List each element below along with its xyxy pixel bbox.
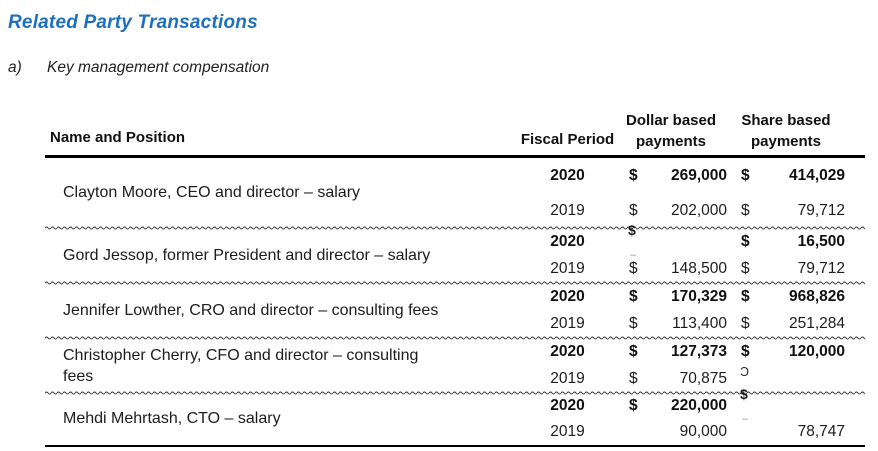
period-row-2019: 2019 $ 70,875 Ɔ xyxy=(520,365,865,394)
fiscal-year: 2020 xyxy=(550,287,585,305)
header-dollar-line2: payments xyxy=(635,133,707,150)
share-amount: 79,712 xyxy=(797,201,845,219)
dollar-sign: $ xyxy=(629,370,638,388)
header-name-and-position: Name and Position xyxy=(50,129,186,146)
name-cell: Clayton Moore, CEO and director – salary xyxy=(45,158,520,228)
dollar-sign: $ xyxy=(629,287,638,305)
table-header-row: Name and Position Fiscal Period Dollar b… xyxy=(45,103,865,158)
share-amount: 16,500 xyxy=(797,232,845,250)
dollar-amount: 127,373 xyxy=(670,342,727,360)
period-row-2019: 2019 $ 148,500 $ 79,712 xyxy=(520,256,865,284)
share-amount: 968,826 xyxy=(788,287,845,305)
name-cell: Gord Jessop, former President and direct… xyxy=(45,228,520,283)
stray-dash-glyph: – xyxy=(630,248,637,261)
header-share-based-payments: Share based payments xyxy=(727,110,845,155)
row-divider-wavy xyxy=(45,390,865,396)
fiscal-year: 2020 xyxy=(550,232,585,250)
period-row-2019: 2019 $ 113,400 $ 251,284 xyxy=(520,311,865,339)
dollar-amount: 113,400 xyxy=(672,315,727,333)
dollar-amount: 202,000 xyxy=(670,201,727,219)
period-row-2019: 2019 90,000 78,747 xyxy=(520,419,865,445)
table-row-group-mehdi-mehrtash: Mehdi Mehrtash, CTO – salary 2020 $ 220,… xyxy=(45,386,865,445)
fiscal-year: 2020 xyxy=(550,397,585,414)
fiscal-year: 2019 xyxy=(550,260,585,278)
share-dollar-sign: $ xyxy=(741,201,750,219)
share-amount: 414,029 xyxy=(788,166,845,184)
share-amount: 251,284 xyxy=(788,315,845,333)
share-dollar-sign: $ xyxy=(741,166,750,184)
table-row-group-jennifer-lowther: Jennifer Lowther, CRO and director – con… xyxy=(45,280,865,338)
fiscal-year: 2020 xyxy=(550,342,585,360)
compensation-table: Name and Position Fiscal Period Dollar b… xyxy=(45,103,865,447)
fiscal-year: 2019 xyxy=(550,370,585,388)
section-letter: a) xyxy=(8,59,22,76)
period-row-2020: 2020 $ 269,000 $ 414,029 xyxy=(520,158,865,193)
header-fiscal-period: Fiscal Period xyxy=(520,131,615,148)
share-amount: 120,000 xyxy=(788,342,845,360)
table-body: Clayton Moore, CEO and director – salary… xyxy=(45,158,865,447)
period-row-2020: 2020 $ – $ 16,500 xyxy=(520,222,865,261)
table-row-group-gord-jessop: Gord Jessop, former President and direct… xyxy=(45,222,865,284)
period-cells: 2020 $ 127,373 $ 120,000 2019 $ 70,875 Ɔ xyxy=(520,338,865,393)
dollar-sign: $ xyxy=(629,315,638,333)
share-amount: 79,712 xyxy=(797,260,845,278)
dollar-sign: $ xyxy=(629,342,638,360)
stray-dollar-glyph: $ xyxy=(740,386,748,402)
period-row-2020: 2020 $ 127,373 $ 120,000 xyxy=(520,338,865,366)
dollar-sign: $ xyxy=(629,201,638,219)
fiscal-year: 2019 xyxy=(550,423,585,440)
stray-dash-glyph: – xyxy=(742,413,749,425)
period-row-2019: 2019 $ 202,000 $ 79,712 xyxy=(520,193,865,228)
header-share-line1: Share based xyxy=(741,112,831,129)
period-cells: 2020 $ 220,000 $ – 2019 90,000 78,747 xyxy=(520,386,865,445)
name-text: Gord Jessop, former President and direct… xyxy=(63,246,431,264)
dollar-sign: $ xyxy=(629,260,638,278)
share-dollar-sign: $ xyxy=(741,342,750,360)
period-cells: 2020 $ 269,000 $ 414,029 2019 $ 202,000 … xyxy=(520,158,865,228)
dollar-amount: 220,000 xyxy=(670,397,727,414)
stray-dollar-glyph: $ xyxy=(628,221,636,238)
name-text: Christopher Cherry, CFO and director – c… xyxy=(63,346,419,385)
header-dollar-based-payments: Dollar based payments xyxy=(615,110,727,155)
row-divider-wavy xyxy=(45,225,865,231)
table-row-group-clayton-moore: Clayton Moore, CEO and director – salary… xyxy=(45,158,865,228)
name-text: Jennifer Lowther, CRO and director – con… xyxy=(63,301,439,319)
period-row-2020: 2020 $ 220,000 $ – xyxy=(520,386,865,425)
dollar-amount: 170,329 xyxy=(670,287,727,305)
dollar-sign: $ xyxy=(629,166,638,184)
fiscal-year: 2020 xyxy=(550,166,585,184)
row-divider-wavy xyxy=(45,335,865,341)
name-text: Mehdi Mehrtash, CTO – salary xyxy=(63,410,281,427)
dollar-amount: 70,875 xyxy=(679,370,727,388)
name-cell: Jennifer Lowther, CRO and director – con… xyxy=(45,283,520,338)
name-cell: Mehdi Mehrtash, CTO – salary xyxy=(45,393,520,445)
section-heading: a) Key management compensation xyxy=(8,59,878,77)
header-dollar-line1: Dollar based xyxy=(625,112,717,129)
share-dollar-sign: $ xyxy=(741,260,750,278)
share-dollar-sign: $ xyxy=(741,232,750,250)
share-dollar-sign: $ xyxy=(741,287,750,305)
share-dollar-sign: $ xyxy=(741,315,750,333)
section-title: Key management compensation xyxy=(47,59,270,76)
fiscal-year: 2019 xyxy=(550,201,585,219)
table-row-group-christopher-cherry: Christopher Cherry, CFO and director – c… xyxy=(45,335,865,393)
header-share-line2: payments xyxy=(750,133,822,150)
share-amount: 78,747 xyxy=(797,423,845,440)
row-divider-wavy xyxy=(45,280,865,286)
stray-rotated-glyph: Ɔ xyxy=(740,365,750,380)
dollar-amount: 269,000 xyxy=(670,166,727,184)
dollar-sign: $ xyxy=(629,397,638,414)
dollar-amount: 90,000 xyxy=(679,423,727,440)
page-title: Related Party Transactions xyxy=(8,12,258,33)
dollar-amount: 148,500 xyxy=(670,260,727,278)
name-cell: Christopher Cherry, CFO and director – c… xyxy=(45,338,520,393)
period-cells: 2020 $ 170,329 $ 968,826 2019 $ 113,400 … xyxy=(520,283,865,338)
period-row-2020: 2020 $ 170,329 $ 968,826 xyxy=(520,283,865,311)
fiscal-year: 2019 xyxy=(550,315,585,333)
period-cells: 2020 $ – $ 16,500 2019 $ 148,500 $ 79,712 xyxy=(520,222,865,284)
name-text: Clayton Moore, CEO and director – salary xyxy=(63,184,361,201)
